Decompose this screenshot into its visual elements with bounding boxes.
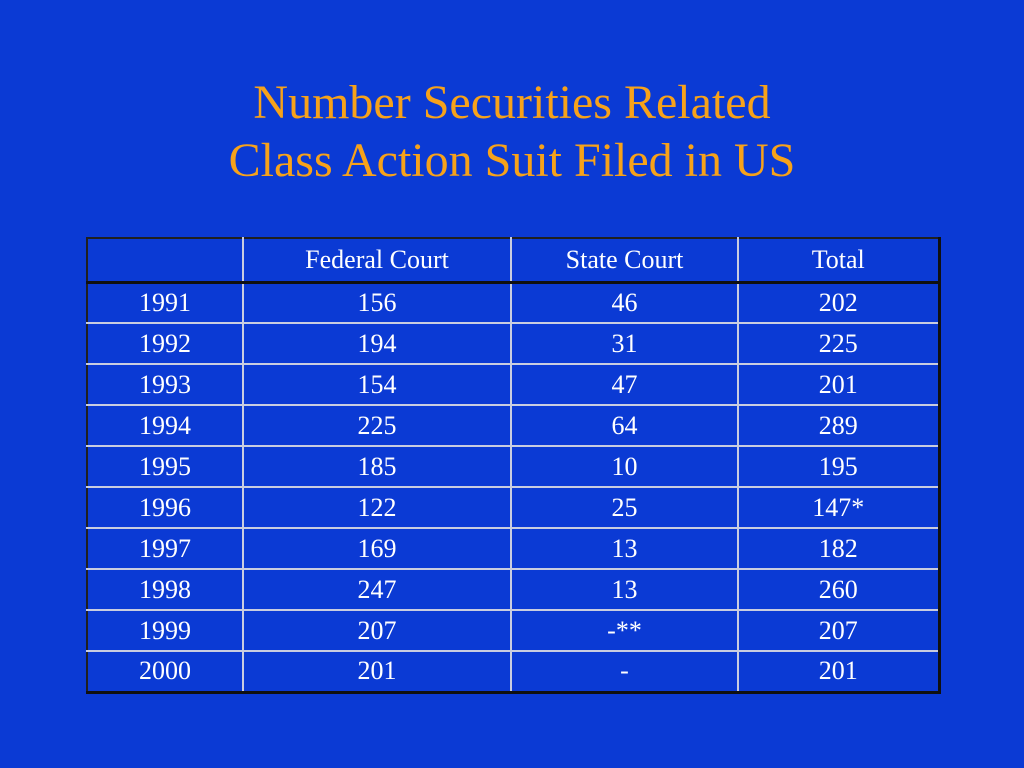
header-state-court: State Court <box>510 237 739 284</box>
federal-court-cell: 154 <box>242 364 512 406</box>
total-cell: 207 <box>737 610 941 652</box>
state-court-cell: 25 <box>510 487 739 529</box>
total-cell: 182 <box>737 528 941 570</box>
year-cell: 1992 <box>86 323 244 365</box>
state-court-cell: 47 <box>510 364 739 406</box>
header-total: Total <box>737 237 941 284</box>
federal-court-cell: 207 <box>242 610 512 652</box>
total-cell: 147* <box>737 487 941 529</box>
table-row: 1998 247 13 260 <box>86 569 941 611</box>
total-cell: 202 <box>737 282 941 324</box>
state-court-cell: 46 <box>510 282 739 324</box>
state-court-cell: 64 <box>510 405 739 447</box>
federal-court-cell: 194 <box>242 323 512 365</box>
table-header: Federal Court State Court Total <box>86 237 941 284</box>
slide-title-line-1: Number Securities Related <box>253 76 771 129</box>
header-federal-court: Federal Court <box>242 237 512 284</box>
total-cell: 260 <box>737 569 941 611</box>
year-cell: 1996 <box>86 487 244 529</box>
table-row: 1996 122 25 147* <box>86 487 941 529</box>
year-cell: 1997 <box>86 528 244 570</box>
federal-court-cell: 247 <box>242 569 512 611</box>
state-court-cell: -** <box>510 610 739 652</box>
federal-court-cell: 156 <box>242 282 512 324</box>
total-cell: 195 <box>737 446 941 488</box>
federal-court-cell: 169 <box>242 528 512 570</box>
table-row: 1992 194 31 225 <box>86 323 941 365</box>
year-cell: 1995 <box>86 446 244 488</box>
year-cell: 1999 <box>86 610 244 652</box>
year-cell: 1998 <box>86 569 244 611</box>
table-row: 1993 154 47 201 <box>86 364 941 406</box>
total-cell: 201 <box>737 364 941 406</box>
year-cell: 2000 <box>86 651 244 694</box>
state-court-cell: 13 <box>510 528 739 570</box>
table-row: 1994 225 64 289 <box>86 405 941 447</box>
slide-title: Number Securities Related Class Action S… <box>0 74 1024 190</box>
year-cell: 1993 <box>86 364 244 406</box>
table-row: 1997 169 13 182 <box>86 528 941 570</box>
class-action-table: Federal Court State Court Total 1991 156… <box>86 237 941 694</box>
table-row: 2000 201 - 201 <box>86 651 941 694</box>
table-row: 1991 156 46 202 <box>86 282 941 324</box>
total-cell: 225 <box>737 323 941 365</box>
state-court-cell: 31 <box>510 323 739 365</box>
header-row: Federal Court State Court Total <box>86 237 941 284</box>
federal-court-cell: 225 <box>242 405 512 447</box>
header-year <box>86 237 244 284</box>
table-body: 1991 156 46 202 1992 194 31 225 1993 154… <box>86 282 941 694</box>
table-row: 1995 185 10 195 <box>86 446 941 488</box>
total-cell: 201 <box>737 651 941 694</box>
year-cell: 1991 <box>86 282 244 324</box>
year-cell: 1994 <box>86 405 244 447</box>
federal-court-cell: 185 <box>242 446 512 488</box>
state-court-cell: 10 <box>510 446 739 488</box>
slide-title-line-2: Class Action Suit Filed in US <box>228 134 796 187</box>
table-row: 1999 207 -** 207 <box>86 610 941 652</box>
state-court-cell: 13 <box>510 569 739 611</box>
total-cell: 289 <box>737 405 941 447</box>
state-court-cell: - <box>510 651 739 694</box>
federal-court-cell: 122 <box>242 487 512 529</box>
federal-court-cell: 201 <box>242 651 512 694</box>
